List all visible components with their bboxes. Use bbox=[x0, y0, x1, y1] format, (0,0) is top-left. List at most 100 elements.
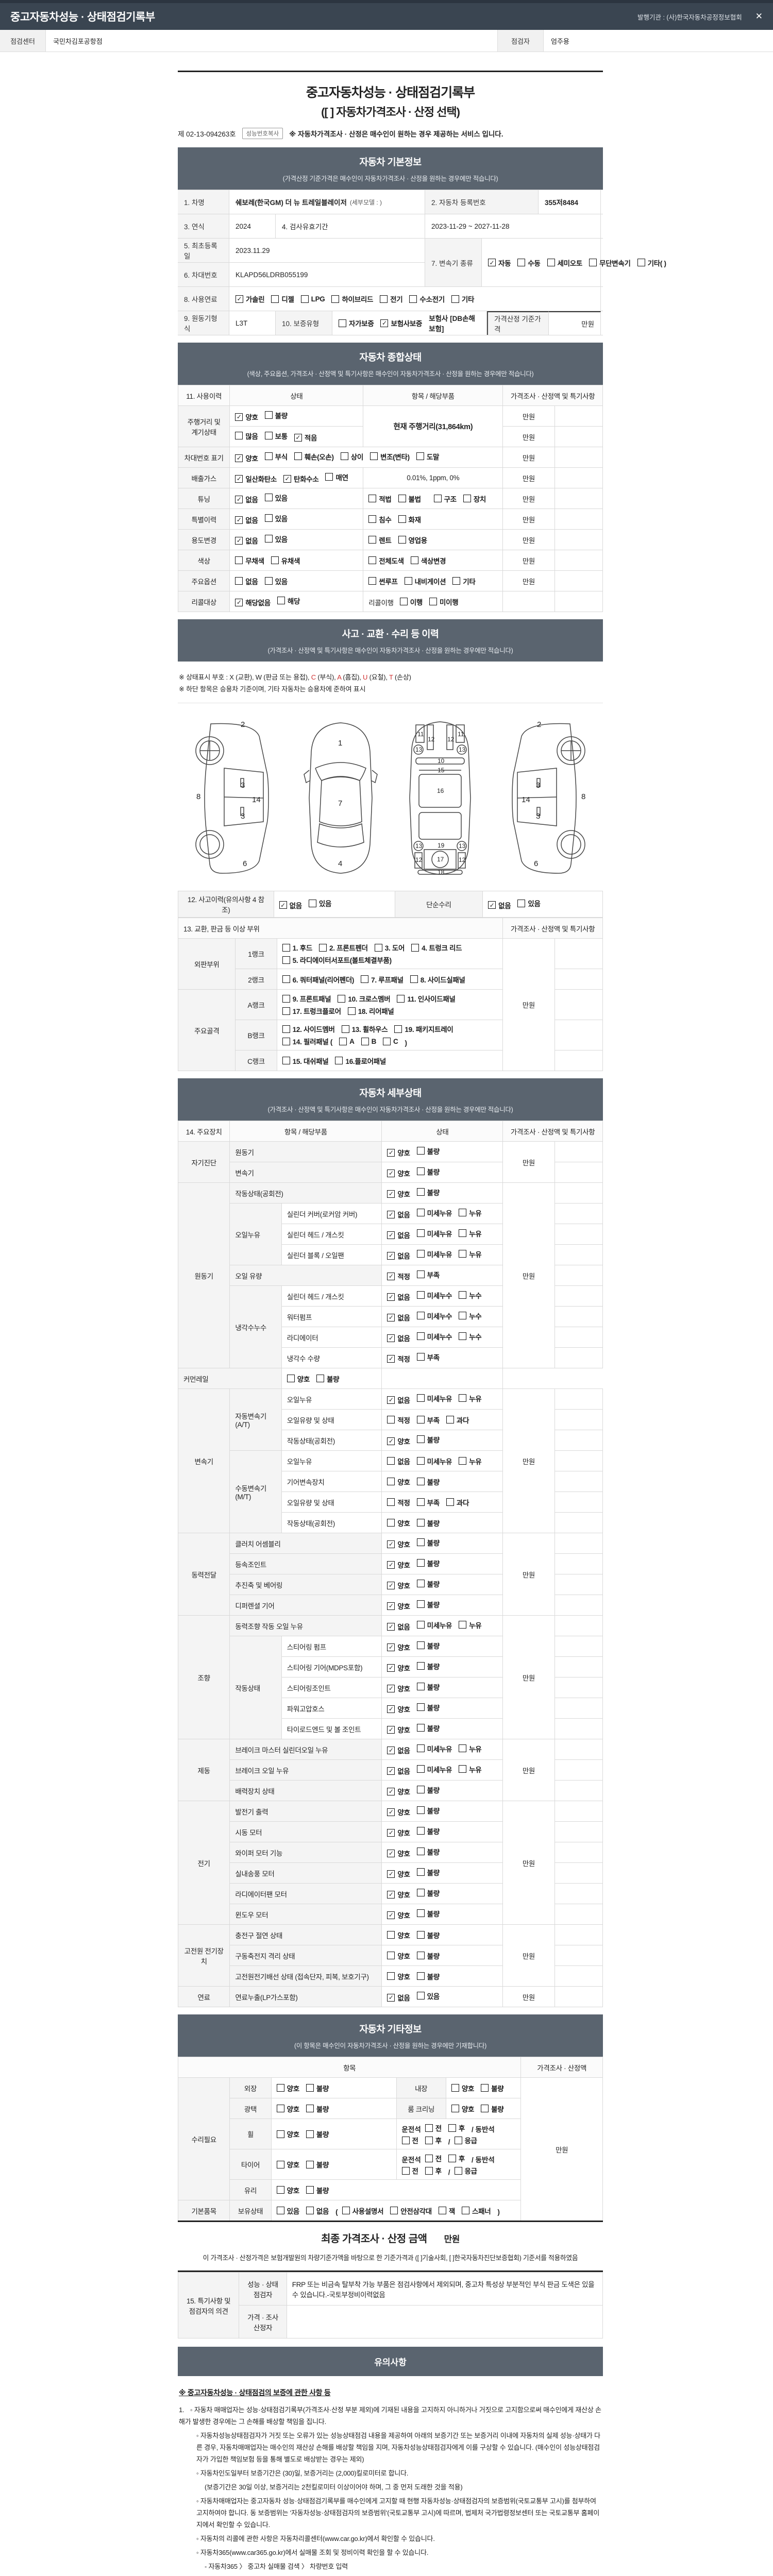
checkbox[interactable]: 불량 bbox=[416, 1599, 440, 1609]
checkbox[interactable]: 구조 bbox=[433, 494, 457, 504]
checkbox[interactable]: 불량 bbox=[306, 2104, 329, 2114]
checkbox[interactable]: 불량 bbox=[416, 1867, 440, 1877]
checkbox[interactable]: 불량 bbox=[416, 1640, 440, 1651]
checkbox[interactable]: ✓ 양호 bbox=[387, 1189, 410, 1199]
checkbox[interactable]: 누수 bbox=[459, 1331, 482, 1342]
checkbox[interactable]: 10. 크로스멤버 bbox=[338, 993, 391, 1004]
checkbox[interactable]: 불량 bbox=[416, 1785, 440, 1795]
checkbox[interactable]: 세미오토 bbox=[547, 258, 582, 268]
checkbox[interactable]: ✓ 양호 bbox=[387, 1580, 410, 1590]
checkbox[interactable]: 불량 bbox=[416, 1723, 440, 1733]
checkbox[interactable]: 미세누수 bbox=[416, 1311, 452, 1321]
checkbox[interactable]: 양호 bbox=[451, 2083, 474, 2093]
checkbox[interactable]: 양호 bbox=[276, 2104, 299, 2114]
checkbox[interactable]: 무채색 bbox=[235, 555, 264, 566]
checkbox[interactable]: 불량 bbox=[316, 1374, 340, 1384]
checkbox[interactable]: ✓ 일산화탄소 bbox=[235, 473, 277, 484]
checkbox[interactable]: 응급 bbox=[454, 2135, 477, 2145]
checkbox[interactable]: ✓ 양호 bbox=[387, 1147, 410, 1158]
checkbox[interactable]: 3. 도어 bbox=[374, 942, 405, 953]
checkbox[interactable]: 불량 bbox=[416, 1537, 440, 1548]
checkbox[interactable]: 없음 bbox=[306, 2206, 329, 2216]
checkbox[interactable]: 양호 bbox=[276, 2129, 299, 2139]
checkbox[interactable]: 불량 bbox=[416, 1661, 440, 1671]
checkbox[interactable]: 내비게이션 bbox=[404, 576, 446, 586]
checkbox[interactable]: 기타 bbox=[452, 576, 476, 586]
checkbox[interactable]: 양호 bbox=[451, 2104, 474, 2114]
checkbox[interactable]: 누유 bbox=[459, 1620, 482, 1630]
checkbox[interactable]: 불량 bbox=[416, 1805, 440, 1816]
checkbox[interactable]: B bbox=[361, 1037, 376, 1045]
checkbox[interactable]: ✓ 없음 bbox=[387, 1766, 410, 1776]
checkbox[interactable]: 7. 루프패널 bbox=[361, 974, 404, 985]
checkbox[interactable]: 기타 bbox=[451, 294, 474, 304]
checkbox[interactable]: 누유 bbox=[459, 1208, 482, 1218]
checkbox[interactable]: 많음 bbox=[235, 431, 258, 441]
checkbox[interactable]: 있음 bbox=[264, 493, 288, 503]
checkbox[interactable]: ✓ 적음 bbox=[294, 432, 317, 443]
checkbox[interactable]: 후 bbox=[425, 2135, 442, 2145]
checkbox[interactable]: ✓ 양호 bbox=[387, 1601, 410, 1611]
checkbox[interactable]: 양호 bbox=[276, 2185, 299, 2195]
checkbox[interactable]: 누유 bbox=[459, 1393, 482, 1403]
checkbox[interactable]: 불량 bbox=[306, 2083, 329, 2093]
checkbox[interactable]: 양호 bbox=[276, 2083, 299, 2093]
checkbox[interactable]: ✓ 보험사보증 bbox=[380, 318, 422, 328]
checkbox[interactable]: 불량 bbox=[416, 1518, 440, 1528]
checkbox[interactable]: 전 bbox=[401, 2165, 418, 2176]
checkbox[interactable]: 미세누유 bbox=[416, 1456, 452, 1466]
checkbox[interactable]: ✓ 없음 bbox=[387, 1333, 410, 1343]
checkbox[interactable]: ✓ 양호 bbox=[387, 1869, 410, 1879]
checkbox[interactable]: ✓ 없음 bbox=[235, 494, 258, 504]
checkbox[interactable]: ✓ 없음 bbox=[387, 1745, 410, 1755]
copy-performance-number-button[interactable]: 성능번호복사 bbox=[242, 128, 283, 139]
checkbox[interactable]: 불량 bbox=[416, 1826, 440, 1836]
checkbox[interactable]: 누유 bbox=[459, 1764, 482, 1774]
checkbox[interactable]: 수동 bbox=[517, 258, 541, 268]
checkbox[interactable]: 전기 bbox=[380, 294, 403, 304]
checkbox[interactable]: ✓ 없음 bbox=[387, 1992, 410, 2003]
checkbox[interactable]: ✓ 양호 bbox=[387, 1807, 410, 1817]
checkbox[interactable]: 장치 bbox=[463, 494, 486, 504]
checkbox[interactable]: 누유 bbox=[459, 1228, 482, 1239]
checkbox[interactable]: 불량 bbox=[416, 1971, 440, 1981]
checkbox[interactable]: 불량 bbox=[416, 1579, 440, 1589]
checkbox[interactable]: 디젤 bbox=[271, 294, 294, 304]
checkbox[interactable]: 17. 트렁크플로어 bbox=[282, 1006, 341, 1016]
checkbox[interactable]: 누수 bbox=[459, 1311, 482, 1321]
checkbox[interactable]: 있음 bbox=[416, 1991, 440, 2001]
checkbox[interactable]: 적법 bbox=[368, 494, 392, 504]
checkbox[interactable]: ✓ 해당없음 bbox=[235, 597, 271, 607]
checkbox[interactable]: ✓ 양호 bbox=[387, 1889, 410, 1900]
checkbox[interactable]: 양호 bbox=[276, 2159, 299, 2170]
checkbox[interactable]: 8. 사이드실패널 bbox=[410, 974, 465, 985]
checkbox[interactable]: ✓ 적정 bbox=[387, 1353, 410, 1364]
checkbox[interactable]: ✓ 없음 bbox=[387, 1292, 410, 1302]
checkbox[interactable]: A bbox=[339, 1037, 355, 1045]
checkbox[interactable]: ✓ 없음 bbox=[387, 1209, 410, 1219]
checkbox[interactable]: ✓ 없음 bbox=[279, 900, 302, 910]
checkbox[interactable]: ✓ 적정 bbox=[387, 1271, 410, 1281]
checkbox[interactable]: 불량 bbox=[416, 1477, 440, 1487]
checkbox[interactable]: ✓ 없음 bbox=[387, 1230, 410, 1240]
checkbox[interactable]: 1. 후드 bbox=[282, 942, 312, 953]
checkbox[interactable]: 있음 bbox=[517, 898, 541, 908]
checkbox[interactable]: 불량 bbox=[416, 1930, 440, 1940]
checkbox[interactable]: ✓ 없음 bbox=[488, 900, 511, 910]
checkbox[interactable]: ✓ 양호 bbox=[387, 1683, 410, 1693]
checkbox[interactable]: C bbox=[383, 1037, 398, 1045]
checkbox[interactable]: 영업용 bbox=[398, 535, 427, 545]
checkbox[interactable]: 4. 트렁크 리드 bbox=[411, 942, 462, 953]
checkbox[interactable]: 전 bbox=[425, 2123, 442, 2133]
checkbox[interactable]: ✓ 없음 bbox=[235, 515, 258, 525]
checkbox[interactable]: 양호 bbox=[287, 1374, 310, 1384]
checkbox[interactable]: 누유 bbox=[459, 1249, 482, 1259]
checkbox[interactable]: 있음 bbox=[264, 513, 288, 523]
checkbox[interactable]: 양호 bbox=[387, 1477, 410, 1487]
checkbox[interactable]: ✓ 자동 bbox=[488, 258, 511, 268]
checkbox[interactable]: 18. 리어패널 bbox=[347, 1006, 394, 1016]
checkbox[interactable]: 15. 대쉬패널 bbox=[282, 1056, 329, 1066]
checkbox[interactable]: 미세누유 bbox=[416, 1208, 452, 1218]
checkbox[interactable]: 색상변경 bbox=[410, 555, 446, 566]
checkbox[interactable]: ✓ 없음 bbox=[235, 535, 258, 546]
